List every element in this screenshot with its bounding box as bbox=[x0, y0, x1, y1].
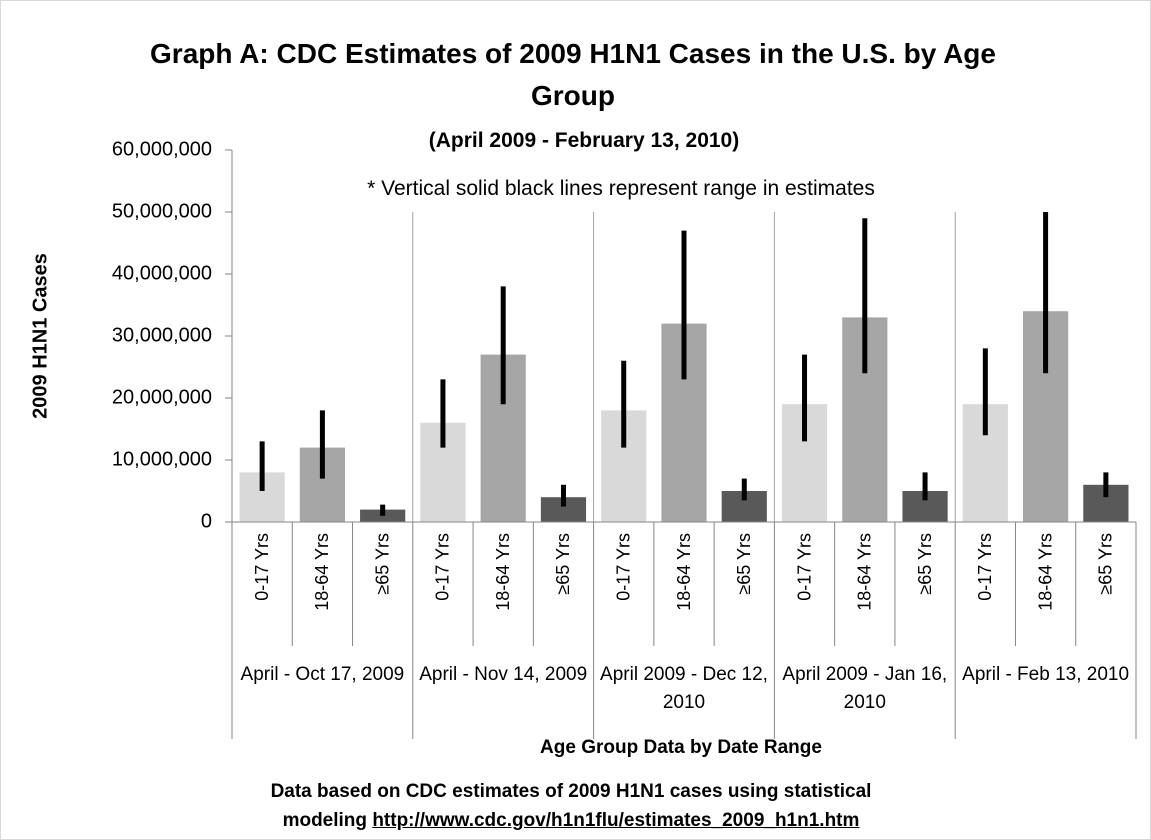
y-tick-label: 20,000,000 bbox=[112, 386, 212, 408]
chart-subtitle: (April 2009 - February 13, 2010) bbox=[428, 129, 740, 152]
x-tick-label: 0-17 Yrs bbox=[794, 533, 814, 601]
y-axis-title: 2009 H1N1 Cases bbox=[29, 253, 51, 419]
x-tick-label: 18-64 Yrs bbox=[312, 533, 332, 611]
y-tick-label: 10,000,000 bbox=[112, 448, 212, 470]
x-axis-title: Age Group Data by Date Range bbox=[540, 737, 822, 758]
y-tick-label: 30,000,000 bbox=[112, 324, 212, 346]
x-tick-label: 18-64 Yrs bbox=[493, 533, 513, 611]
x-tick-label: ≥65 Yrs bbox=[734, 533, 754, 595]
category-label: April - Nov 14, 2009 bbox=[419, 664, 588, 685]
category-label: April - Feb 13, 2010 bbox=[962, 664, 1130, 685]
x-tick-label: 0-17 Yrs bbox=[975, 533, 995, 601]
category-label: April 2009 - Jan 16, 2010 bbox=[782, 664, 948, 713]
y-tick-label: 0 bbox=[201, 510, 212, 532]
y-tick-label: 50,000,000 bbox=[112, 200, 212, 222]
x-tick-label: ≥65 Yrs bbox=[915, 533, 935, 595]
x-tick-label: ≥65 Yrs bbox=[372, 533, 392, 595]
chart-title: Graph A: CDC Estimates of 2009 H1N1 Case… bbox=[150, 38, 996, 111]
y-tick-label: 60,000,000 bbox=[112, 138, 212, 160]
x-tick-label: ≥65 Yrs bbox=[553, 533, 573, 595]
x-tick-label: 0-17 Yrs bbox=[433, 533, 453, 601]
x-tick-label: 18-64 Yrs bbox=[674, 533, 694, 611]
source-note: Data based on CDC estimates of 2009 H1N1… bbox=[251, 777, 891, 835]
source-text: Data based on CDC estimates of 2009 H1N1… bbox=[270, 781, 872, 831]
x-tick-label: 0-17 Yrs bbox=[252, 533, 272, 601]
category-label: April 2009 - Dec 12, 2010 bbox=[600, 664, 768, 713]
x-tick-label: 18-64 Yrs bbox=[855, 533, 875, 611]
category-label: April - Oct 17, 2009 bbox=[240, 664, 405, 685]
source-link[interactable]: http://www.cdc.gov/h1n1flu/estimates_200… bbox=[372, 810, 860, 831]
x-tick-label: ≥65 Yrs bbox=[1096, 533, 1116, 595]
annotation: * Vertical solid black lines represent r… bbox=[367, 177, 875, 200]
x-tick-label: 18-64 Yrs bbox=[1035, 533, 1055, 611]
y-tick-label: 40,000,000 bbox=[112, 262, 212, 284]
x-tick-label: 0-17 Yrs bbox=[613, 533, 633, 601]
